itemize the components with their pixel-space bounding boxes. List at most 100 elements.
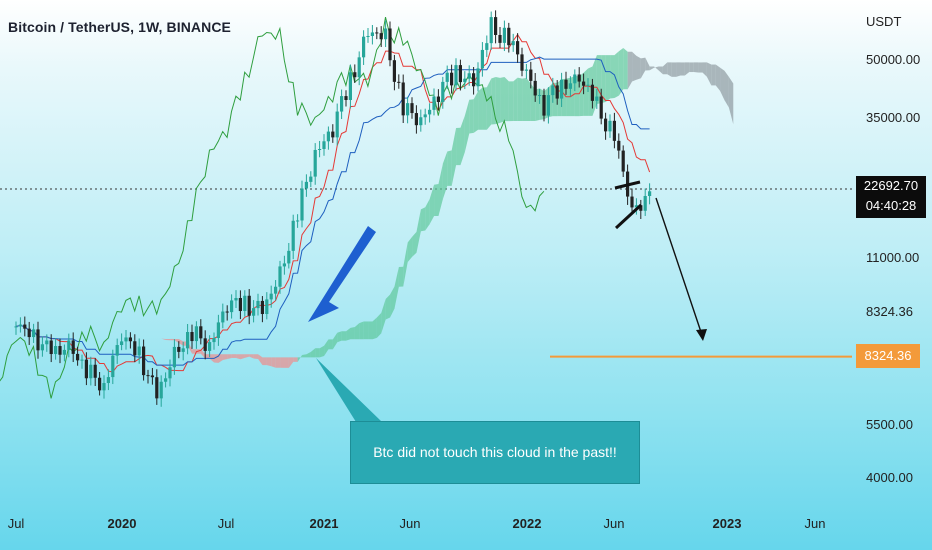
- cloud-segment: [680, 62, 685, 76]
- candle-body: [322, 141, 326, 150]
- cloud-segment: [500, 77, 505, 123]
- cloud-segment: [319, 345, 325, 358]
- cloud-segment: [610, 55, 615, 99]
- candle-body: [529, 69, 533, 81]
- cloud-segment: [588, 66, 593, 116]
- callout-pointer: [316, 358, 382, 422]
- cloud-segment: [425, 199, 430, 231]
- candle-body: [397, 81, 401, 83]
- cloud-segment: [121, 325, 127, 327]
- candle-body: [542, 95, 546, 116]
- candle-body: [150, 375, 154, 378]
- cloud-segment: [416, 209, 421, 253]
- cloud-segment: [390, 286, 395, 318]
- candle-body: [159, 381, 163, 399]
- cloud-segment: [711, 64, 716, 86]
- candle-body: [274, 286, 278, 294]
- kijun-sen-line: [15, 56, 650, 366]
- cloud-segment: [337, 331, 342, 343]
- candle-body: [164, 378, 168, 382]
- candle-body: [128, 337, 132, 342]
- cloud-segment: [574, 76, 580, 117]
- candle-body: [560, 79, 564, 99]
- candle-body: [634, 205, 638, 208]
- candle-body: [595, 96, 599, 101]
- candle-body: [362, 36, 366, 58]
- cloud-segment: [407, 236, 413, 263]
- candle-body: [76, 353, 80, 361]
- cloud-segment: [139, 330, 144, 337]
- candle-body: [247, 295, 251, 316]
- cloud-segment: [354, 323, 360, 340]
- cloud-segment: [667, 62, 672, 77]
- candle-body: [335, 111, 339, 138]
- candle-body: [599, 96, 603, 119]
- chart-title: Bitcoin / TetherUS, 1W, BINANCE: [8, 19, 231, 35]
- candle-body: [340, 96, 344, 112]
- candle-body: [313, 149, 317, 177]
- cloud-segment: [614, 51, 619, 98]
- y-tick-label: 50000.00: [866, 52, 921, 67]
- x-tick-label: Jul: [7, 516, 25, 531]
- candle-body: [199, 326, 203, 339]
- candle-body: [133, 341, 137, 356]
- candle-body: [454, 65, 458, 86]
- cloud-segment: [266, 357, 272, 367]
- candle-body: [282, 263, 286, 267]
- cloud-segment: [662, 62, 668, 75]
- cloud-segment: [174, 338, 179, 344]
- candle-body: [604, 118, 608, 132]
- candle-body: [388, 28, 392, 61]
- cloud-segment: [517, 77, 523, 121]
- cloud-segment: [341, 331, 347, 341]
- cloud-segment: [596, 55, 602, 105]
- candle-body: [89, 364, 93, 379]
- candle-body: [177, 346, 181, 352]
- cloud-segment: [420, 207, 426, 232]
- cloud-segment: [240, 354, 245, 360]
- candle-body: [304, 181, 308, 189]
- candle-body: [489, 17, 493, 44]
- cloud-segment: [724, 70, 729, 108]
- cloud-segment: [469, 99, 474, 134]
- candle-body: [234, 298, 238, 301]
- cloud-segment: [394, 266, 399, 309]
- cloud-segment: [262, 357, 267, 366]
- cloud-segment: [372, 317, 377, 340]
- candle-body: [287, 250, 291, 264]
- cloud-segment: [447, 150, 452, 186]
- candle-body: [357, 57, 361, 78]
- chikou-span-line: [0, 16, 545, 399]
- candle-body: [612, 120, 616, 141]
- candle-body: [318, 149, 322, 151]
- candle-body: [463, 78, 467, 83]
- candle-body: [203, 338, 207, 351]
- cloud-segment: [253, 354, 259, 359]
- candle-body: [23, 324, 27, 329]
- cloud-segment: [376, 312, 382, 338]
- cloud-segment: [328, 339, 333, 350]
- cloud-segment: [508, 81, 514, 122]
- cloud-segment: [200, 349, 206, 359]
- candle-body: [353, 72, 357, 78]
- candle-body: [577, 74, 581, 82]
- cloud-segment: [698, 62, 703, 73]
- ichimoku-cloud: [121, 47, 734, 368]
- candle-body: [498, 34, 502, 43]
- triangle-pattern: [614, 180, 643, 230]
- cloud-segment: [676, 62, 681, 77]
- cloud-segment: [170, 338, 175, 341]
- cloud-segment: [658, 66, 663, 75]
- x-tick-label: 2021: [309, 516, 339, 531]
- currency-label: USDT: [866, 14, 902, 29]
- cloud-segment: [178, 338, 184, 346]
- candle-body: [102, 383, 106, 391]
- cloud-segment: [284, 357, 289, 368]
- candle-body: [225, 311, 229, 313]
- candle-body: [406, 103, 410, 116]
- triangle-upper-line: [614, 180, 641, 190]
- cloud-segment: [350, 326, 355, 340]
- candle-body: [124, 337, 128, 342]
- candle-body: [511, 41, 515, 46]
